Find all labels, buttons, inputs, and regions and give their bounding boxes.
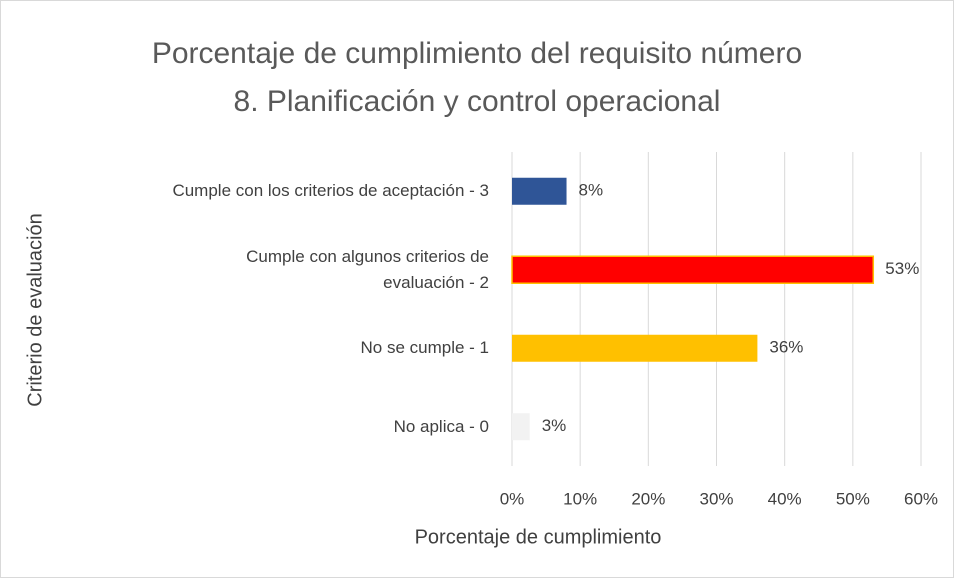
data-label: 53% [885,259,919,278]
bar [512,413,530,441]
x-axis-title: Porcentaje de cumplimiento [415,526,662,548]
bar [511,255,875,284]
bar [512,334,758,362]
x-tick-label: 0% [500,489,525,508]
data-label: 36% [769,338,803,357]
y-axis-title: Criterio de evaluación [24,213,46,406]
y-tick-label: No aplica - 0 [393,416,489,436]
bar [512,177,567,205]
y-tick-label: No se cumple - 1 [360,338,490,358]
x-tick-label: 40% [768,489,802,508]
y-tick-label: Cumple con los criterios de aceptación -… [172,181,489,201]
x-tick-label: 60% [904,489,938,508]
data-label: 8% [579,181,604,200]
chart-title: Porcentaje de cumplimiento del requisito… [151,37,803,118]
x-tick-label: 30% [699,489,733,508]
x-tick-label: 50% [836,489,870,508]
data-label: 3% [542,416,567,435]
y-tick-label: Cumple con algunos criterios de evaluaci… [246,246,489,292]
x-tick-label: 10% [563,489,597,508]
x-tick-label: 20% [631,489,665,508]
